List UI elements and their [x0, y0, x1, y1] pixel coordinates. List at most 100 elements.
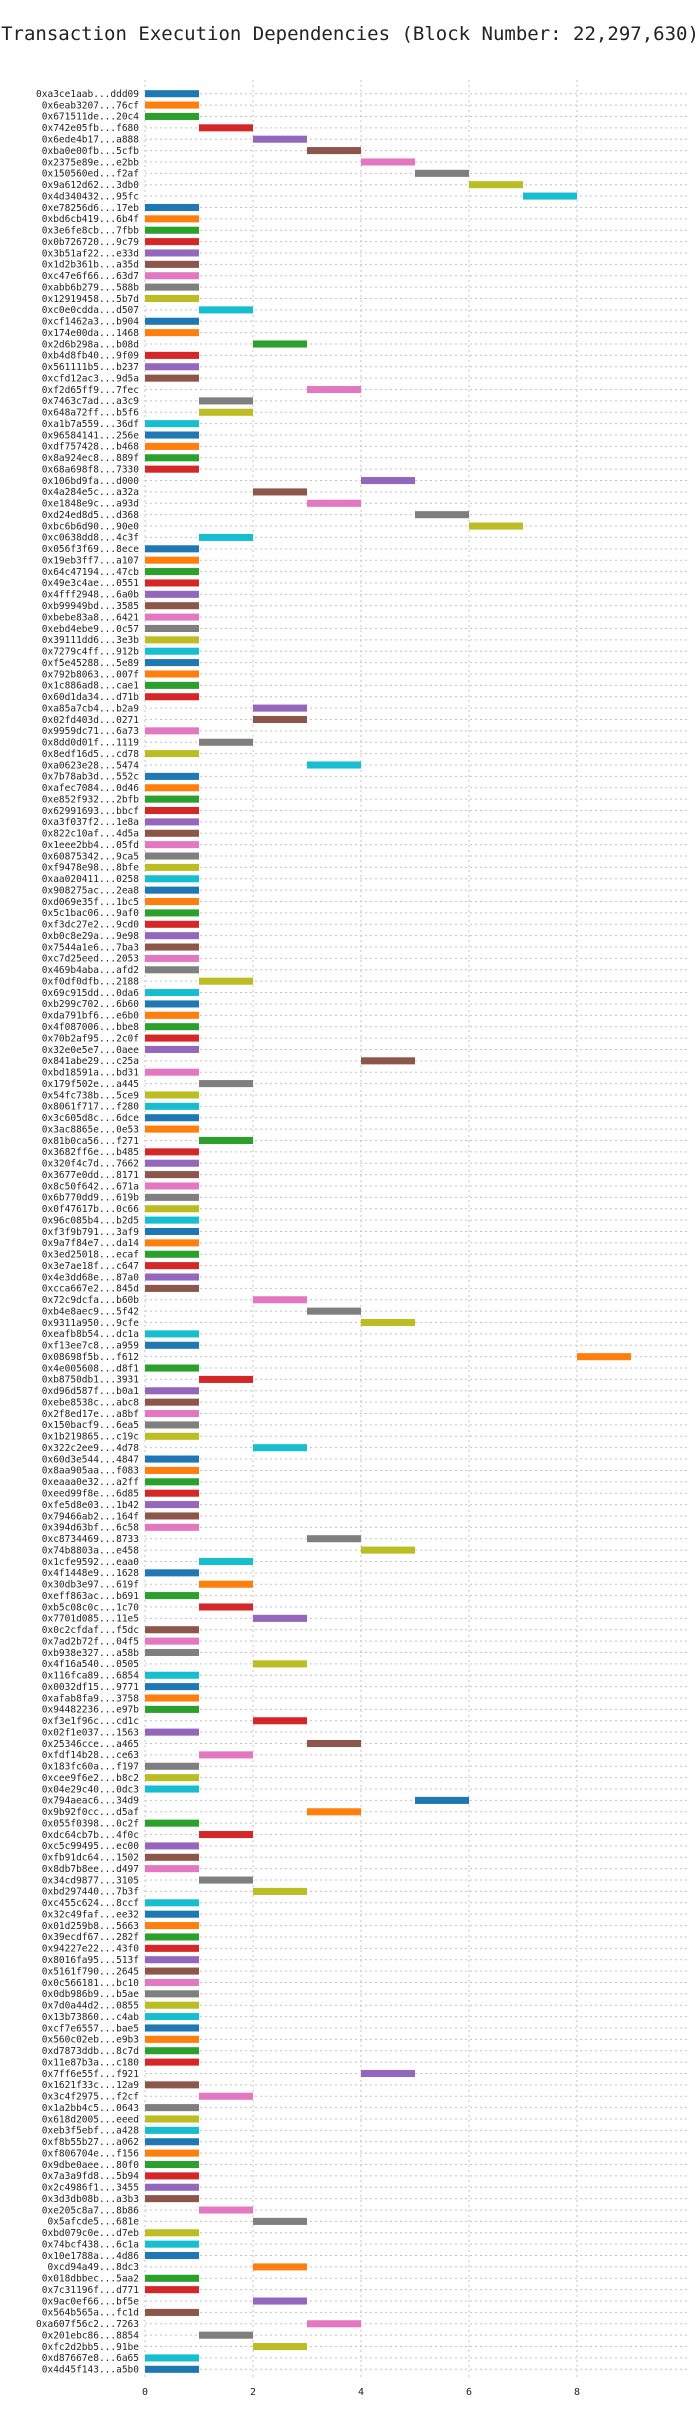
- execution-bar: [145, 966, 199, 974]
- execution-bar: [145, 613, 199, 621]
- transaction-label: 0x62991693...bbcf: [42, 806, 139, 817]
- transaction-label: 0x174e00da...1468: [42, 328, 140, 339]
- transaction-label: 0x320f4c7d...7662: [42, 1159, 139, 1170]
- execution-bar: [145, 203, 199, 211]
- transaction-label: 0x34cd9877...3105: [42, 1875, 139, 1886]
- transaction-label: 0x19eb3ff7...a107: [42, 555, 139, 566]
- transaction-label: 0x96584141...256e: [42, 430, 140, 441]
- execution-bar: [145, 1637, 199, 1645]
- execution-bar: [145, 1990, 199, 1998]
- execution-bar: [145, 454, 199, 462]
- transaction-label: 0xaa020411...0258: [42, 874, 140, 885]
- execution-bar: [145, 1182, 199, 1190]
- execution-bar: [145, 90, 199, 98]
- execution-bar: [145, 2286, 199, 2294]
- transaction-label: 0x3d3db08b...a3b3: [42, 2194, 139, 2205]
- transaction-label: 0x3c605d8c...6dce: [42, 1113, 140, 1124]
- execution-bar: [253, 2217, 307, 2225]
- transaction-label: 0x561111b5...b237: [42, 362, 139, 373]
- execution-bar: [145, 1091, 199, 1099]
- transaction-label: 0x2f8ed17e...a8bf: [42, 1409, 139, 1420]
- transaction-label: 0x39ecdf67...282f: [42, 1932, 139, 1943]
- execution-bar: [145, 795, 199, 803]
- execution-bar: [145, 545, 199, 553]
- transaction-label: 0x792b8063...007f: [42, 669, 139, 680]
- transaction-label: 0x8061f717...f280: [42, 1102, 140, 1113]
- execution-bar: [145, 579, 199, 587]
- execution-bar: [145, 1967, 199, 1975]
- execution-bar: [415, 1796, 469, 1804]
- transaction-label: 0x8aa905aa...f083: [42, 1466, 139, 1477]
- transaction-label: 0x3682ff6e...b485: [42, 1147, 139, 1158]
- transaction-label: 0x5c1bac06...9af0: [42, 908, 140, 919]
- transaction-label: 0xd96d587f...b0a1: [42, 1386, 140, 1397]
- transaction-label: 0xb8750db1...3931: [42, 1375, 140, 1386]
- execution-bar: [253, 1660, 307, 1668]
- execution-bar: [145, 1922, 199, 1930]
- transaction-label: 0xbd297440...7b3f: [42, 1887, 139, 1898]
- execution-bar: [307, 1535, 361, 1543]
- execution-bar: [145, 1045, 199, 1053]
- execution-bar: [307, 1739, 361, 1748]
- execution-bar: [145, 1250, 199, 1258]
- transaction-label: 0x7c31196f...d771: [42, 2285, 140, 2296]
- execution-bar: [145, 1114, 199, 1122]
- transaction-label: 0xcf1462a3...b904: [42, 317, 140, 328]
- execution-bar: [145, 1227, 199, 1236]
- transaction-label: 0xd7873ddb...8c7d: [42, 2046, 139, 2057]
- transaction-label: 0x9dbe0aee...80f0: [42, 2160, 140, 2171]
- execution-bar: [145, 920, 199, 928]
- execution-bar: [253, 1614, 307, 1622]
- execution-bar: [145, 568, 199, 576]
- transaction-label: 0x8c50f642...671a: [42, 1181, 139, 1192]
- execution-bar: [145, 2001, 199, 2009]
- transaction-label: 0x618d2005...eeed: [42, 2114, 139, 2125]
- execution-bar: [145, 1125, 199, 1133]
- execution-bar: [361, 1546, 415, 1554]
- execution-bar: [145, 1626, 199, 1634]
- execution-bar: [145, 602, 199, 610]
- execution-bar: [145, 1410, 199, 1418]
- execution-bar: [361, 477, 415, 485]
- execution-bar: [145, 238, 199, 246]
- execution-bar: [145, 329, 199, 337]
- transaction-label: 0x394d63bf...6c58: [42, 1523, 140, 1534]
- transaction-label: 0xa0623e28...5474: [42, 760, 140, 771]
- execution-bar: [199, 1080, 253, 1088]
- transaction-label: 0x5afcde5...681e: [47, 2217, 139, 2228]
- transaction-label: 0x69c915dd...0da6: [42, 988, 140, 999]
- execution-bar: [145, 1398, 199, 1406]
- execution-bar: [199, 1375, 253, 1383]
- execution-bar: [253, 340, 307, 348]
- execution-bar: [145, 670, 199, 678]
- transaction-label: 0x560c02eb...e9b3: [42, 2035, 139, 2046]
- transaction-label: 0xafab8fa9...3758: [42, 1693, 140, 1704]
- transaction-label: 0x8dd0d01f...1119: [42, 738, 140, 749]
- execution-bar: [199, 738, 253, 746]
- execution-bar: [199, 397, 253, 405]
- execution-bar: [145, 556, 199, 564]
- transaction-label: 0x94227e22...43f0: [42, 1944, 140, 1955]
- transaction-label: 0x7b78ab3d...552c: [42, 772, 139, 783]
- transaction-label: 0x1cfe9592...eaa0: [42, 1557, 140, 1568]
- execution-bar: [199, 1580, 253, 1588]
- transaction-label: 0x150560ed...f2af: [42, 169, 139, 180]
- execution-bar: [145, 932, 199, 940]
- execution-bar: [145, 806, 199, 815]
- execution-bar: [145, 1865, 199, 1873]
- transaction-label: 0x6ede4b17...a888: [42, 135, 140, 146]
- transaction-label: 0x4fff2948...6a0b: [42, 590, 140, 601]
- execution-bar: [145, 374, 199, 382]
- execution-bar: [199, 977, 253, 985]
- execution-bar: [199, 1876, 253, 1884]
- execution-bar: [145, 1774, 199, 1782]
- transaction-label: 0x794aeac6...34d9: [42, 1796, 140, 1807]
- execution-bar: [307, 2320, 361, 2328]
- execution-bar: [145, 2149, 199, 2157]
- transaction-label: 0x4e3dd68e...87a0: [42, 1272, 140, 1283]
- transaction-label: 0x0c566181...bc10: [42, 1978, 140, 1989]
- transaction-label: 0xbc6b6d90...90e0: [42, 521, 140, 532]
- transaction-label: 0xfb91dc64...1502: [42, 1853, 139, 1864]
- execution-bar: [145, 1683, 199, 1691]
